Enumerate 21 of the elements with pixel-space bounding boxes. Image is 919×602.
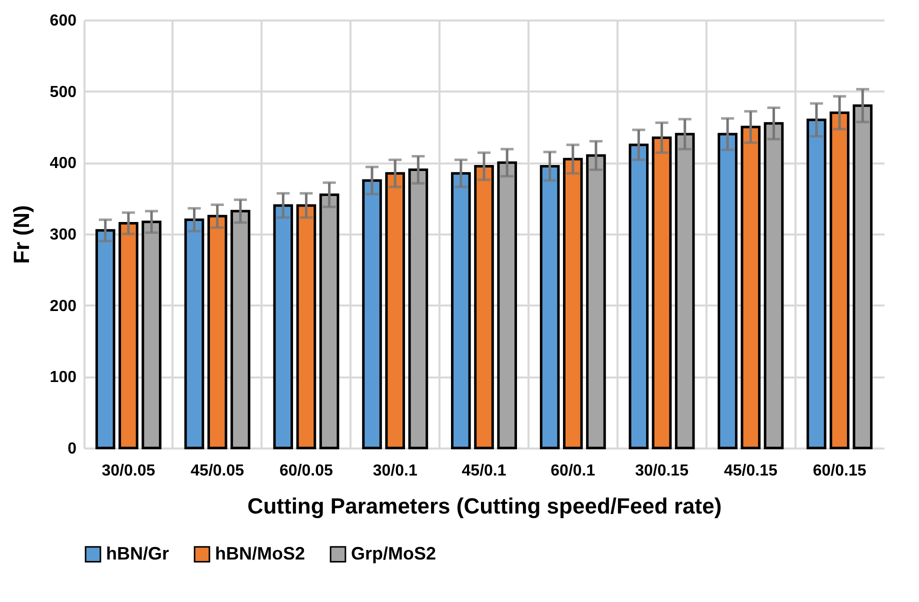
x-tick-label: 60/0.1 (550, 462, 596, 480)
y-tick-label: 0 (68, 440, 77, 458)
x-tick-label: 30/0.05 (102, 462, 156, 480)
x-axis-title: Cutting Parameters (Cutting speed/Feed rate) (247, 494, 722, 518)
y-tick-label: 400 (50, 155, 77, 172)
legend-label: Grp/MoS2 (351, 543, 436, 564)
x-tick-label: 60/0.05 (280, 462, 334, 480)
y-axis-title: Fr (N) (8, 205, 34, 264)
y-tick-label: 300 (50, 226, 77, 244)
x-tick-label: 45/0.05 (190, 462, 244, 480)
y-tick-label: 500 (50, 84, 77, 101)
y-tick-label: 600 (50, 12, 77, 30)
x-tick-label: 45/0.1 (462, 462, 506, 480)
y-tick-label: 200 (50, 298, 77, 315)
x-tick-label: 60/0.15 (812, 462, 866, 480)
legend-label: hBN/Gr (106, 543, 169, 564)
x-tick-label: 45/0.15 (724, 462, 778, 480)
x-tick-label: 30/0.1 (372, 462, 418, 480)
x-tick-label: 30/0.15 (635, 462, 689, 480)
y-tick-label: 100 (50, 369, 77, 386)
legend-label: hBN/MoS2 (215, 543, 305, 564)
